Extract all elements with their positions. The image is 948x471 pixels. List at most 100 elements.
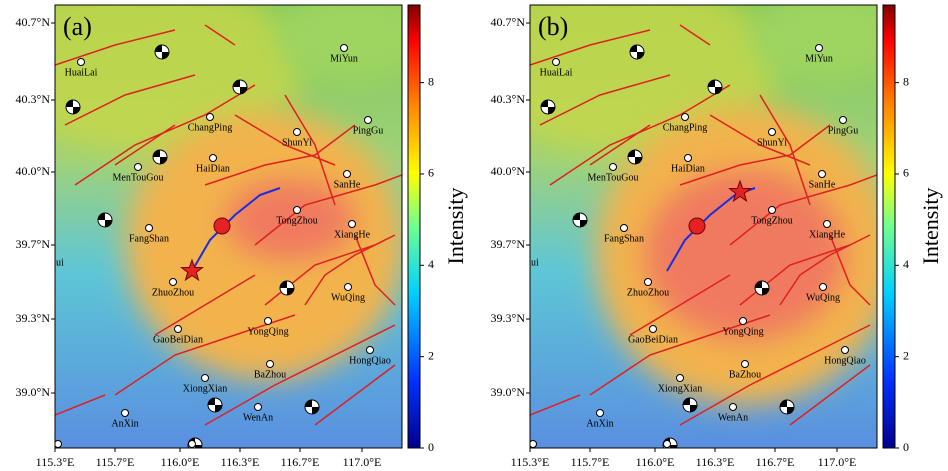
intensity-zone: [645, 170, 845, 340]
city-label: ChangPing: [188, 122, 232, 133]
city-marker: [649, 325, 657, 333]
star: [728, 179, 752, 203]
lon-label: 115.3°E: [36, 455, 75, 469]
city-label: ChangPing: [663, 122, 707, 133]
panel-label: (b): [538, 12, 568, 41]
city-label: MiYun: [330, 53, 358, 64]
city-label: XiongXian: [183, 383, 227, 394]
city-marker: [768, 128, 776, 136]
city-marker: [348, 220, 356, 228]
city-label: FangShan: [129, 233, 169, 244]
city-marker: [841, 346, 849, 354]
city-label: MenTouGou: [113, 172, 164, 183]
city-marker: [55, 440, 62, 448]
map-area: MiYun HuaiLai PingGu ChangPing ShunYi MenTouG…: [530, 5, 877, 448]
city-label: AnXin: [111, 418, 138, 429]
fault-line: [74, 84, 256, 186]
terrain: [750, 5, 877, 85]
focal-mechanism: [98, 213, 112, 227]
city-label: AnXin: [586, 418, 613, 429]
city-marker: [293, 128, 301, 136]
city-marker: [823, 220, 831, 228]
panel-label: (a): [63, 12, 92, 41]
city-marker: [741, 360, 749, 368]
city-marker: [77, 58, 85, 66]
fault-line: [549, 84, 731, 186]
focal-mechanism: [153, 150, 167, 164]
lat-label: 40.3°N: [491, 92, 526, 106]
lat-label: 39.3°N: [16, 311, 51, 325]
colorbar-tick-label: 0: [428, 440, 434, 454]
fault-line: [55, 29, 176, 66]
lon-label: 116.3°E: [696, 455, 735, 469]
lat-label: 39.7°N: [16, 237, 51, 251]
fault-line: [530, 394, 581, 416]
epicenter: [213, 217, 231, 235]
lon-label: 115.3°E: [511, 455, 550, 469]
city-marker: [209, 154, 217, 162]
city-marker: [609, 163, 617, 171]
fault-line: [539, 74, 671, 126]
lon-label: 117.0°E: [343, 455, 382, 469]
city-label: FangShan: [604, 233, 644, 244]
city-label: PingGu: [828, 125, 859, 136]
colorbar-tick-label: 8: [903, 74, 909, 88]
colorbar-label: Intensity: [918, 188, 943, 265]
city-label: HongQiao: [349, 355, 391, 366]
city-marker: [818, 170, 826, 178]
city-marker: [264, 317, 272, 325]
city-marker: [343, 170, 351, 178]
city-label: ShunYi: [757, 137, 787, 148]
city-label: YongQing: [247, 326, 288, 337]
lat-label: 39.0°N: [491, 385, 526, 399]
city-marker: [729, 403, 737, 411]
focal-mechanism: [541, 100, 555, 114]
lon-label: 117.0°E: [818, 455, 857, 469]
colorbar: [407, 4, 421, 449]
focal-mechanism: [573, 213, 587, 227]
city-label: WenAn: [243, 412, 273, 423]
city-marker: [596, 409, 604, 417]
city-label: HuaiLai: [540, 67, 573, 78]
colorbar-tick-label: 2: [903, 348, 909, 362]
fault-line: [64, 74, 196, 126]
city-label: HaiDian: [196, 163, 230, 174]
fault-line: [829, 234, 871, 306]
focal-mechanism: [233, 80, 247, 94]
fault-line: [204, 124, 356, 186]
city-label: TongZhou: [276, 215, 318, 226]
fault-line: [589, 314, 771, 396]
city-marker: [134, 163, 142, 171]
city-label: TongZhou: [751, 215, 793, 226]
focal-mechanism: [755, 281, 769, 295]
city-marker: [340, 44, 348, 52]
focal-mechanism: [305, 400, 319, 414]
lat-label: 40.3°N: [16, 92, 51, 106]
city-marker: [676, 374, 684, 382]
lon-label: 116.3°E: [221, 455, 260, 469]
fault-line: [284, 94, 336, 206]
focal-mechanism: [66, 100, 80, 114]
lon-label: 116.0°E: [636, 455, 675, 469]
city-marker: [344, 283, 352, 291]
colorbar-tick-label: 6: [428, 166, 434, 180]
lat-label: 39.3°N: [491, 311, 526, 325]
epicenter: [688, 217, 706, 235]
fault-line: [759, 94, 811, 206]
fault-line: [709, 114, 811, 166]
colorbar: [882, 4, 896, 449]
city-marker: [121, 409, 129, 417]
colorbar-label: Intensity: [443, 188, 468, 265]
city-marker: [266, 360, 274, 368]
focal-mechanism: [683, 398, 697, 412]
fault-line: [55, 394, 106, 416]
lon-label: 116.0°E: [161, 455, 200, 469]
fault-line: [779, 234, 871, 306]
terrain: [275, 5, 402, 85]
city-label: ZhuoZhou: [152, 287, 194, 298]
city-marker: [254, 403, 262, 411]
lon-label: 115.7°E: [571, 455, 610, 469]
city-label: MenTouGou: [588, 172, 639, 183]
city-marker: [663, 440, 671, 448]
